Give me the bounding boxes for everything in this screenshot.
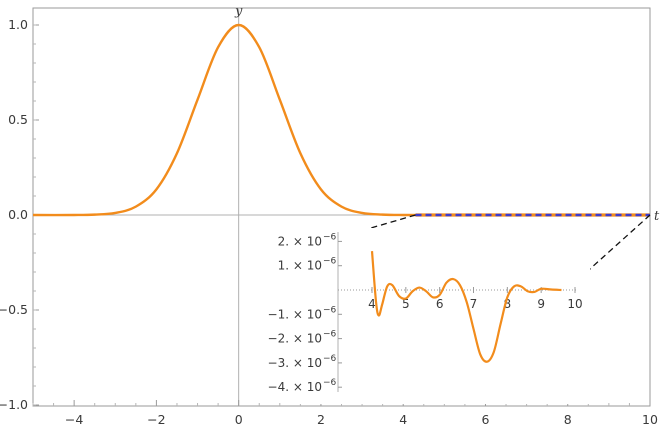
inset-x-tick-label: 7 (470, 297, 478, 311)
inset-y-tick-label: −3. × 10 (268, 356, 322, 370)
inset-y-tick-label: 1. × 10 (278, 259, 322, 273)
x-tick-label: 8 (564, 412, 572, 427)
y-tick-label: −0.5 (0, 302, 28, 317)
inset-y-tick-exponent: −6 (323, 354, 337, 364)
x-tick-label: −2 (147, 412, 165, 427)
inset-y-tick-exponent: −6 (323, 305, 337, 315)
x-axis-label: t (654, 209, 660, 224)
inset-x-tick-label: 8 (504, 297, 512, 311)
series-line-main (32, 23, 650, 217)
x-tick-label: 6 (481, 412, 489, 427)
x-tick-label: −4 (65, 412, 83, 427)
x-tick-label: 4 (399, 412, 407, 427)
inset-x-tick-label: 9 (537, 297, 545, 311)
y-tick-label: −1.0 (0, 397, 28, 412)
x-tick-label: 2 (317, 412, 325, 427)
inset-x-tick-label: 6 (436, 297, 444, 311)
x-tick-label: 0 (235, 412, 243, 427)
inset-y-tick-label: −4. × 10 (268, 380, 322, 394)
y-tick-label: 0.5 (8, 112, 28, 127)
inset-y-tick-exponent: −6 (323, 232, 337, 242)
inset-background (290, 228, 590, 404)
inset-y-tick-exponent: −6 (323, 257, 337, 267)
inset-y-tick-label: −2. × 10 (268, 332, 322, 346)
inset-y-tick-exponent: −6 (323, 378, 337, 388)
inset-x-tick-label: 5 (402, 297, 410, 311)
y-axis-label: y (234, 4, 243, 19)
y-tick-label: 0.0 (8, 207, 28, 222)
x-tick-label: 10 (642, 412, 658, 427)
y-tick-label: 1.0 (8, 17, 28, 32)
inset-x-tick-label: 4 (368, 297, 376, 311)
inset-y-tick-exponent: −6 (323, 330, 337, 340)
inset-y-tick-label: 2. × 10 (278, 234, 322, 248)
inset-x-tick-label: 10 (567, 297, 582, 311)
inset-y-tick-label: −1. × 10 (268, 307, 322, 321)
inset-series-line (370, 251, 562, 363)
